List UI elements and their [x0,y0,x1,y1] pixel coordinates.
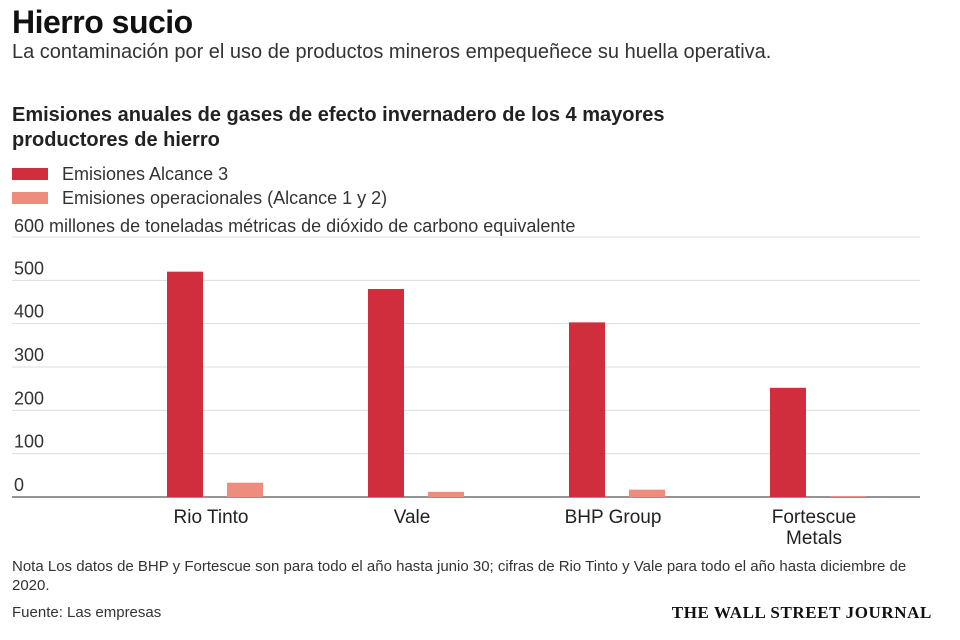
bar-operational [830,496,866,497]
bar-scope3 [770,387,806,497]
y-tick-label: 300 [14,345,44,365]
page-title: Hierro sucio [12,4,193,40]
y-tick-label: 200 [14,388,44,408]
y-tick-label: 500 [14,258,44,278]
source-text: Fuente: Las empresas [12,604,162,621]
bars [167,271,866,497]
bar-operational [629,489,665,497]
legend-item-scope3: Emisiones Alcance 3 [12,162,387,186]
bar-scope3 [569,322,605,497]
x-tick-label: Metals [786,528,842,549]
x-tick-label: Vale [394,507,431,528]
y-tick-label: 100 [14,432,44,452]
bar-chart: 600 millones de toneladas métricas de di… [12,216,920,549]
legend-label-operational: Emisiones operacionales (Alcance 1 y 2) [62,187,388,208]
legend-item-operational: Emisiones operacionales (Alcance 1 y 2) [12,186,387,210]
x-tick-label: Fortescue [772,507,856,528]
y-axis-ticks: 0 100 200 300 400 500 [14,258,44,495]
y-tick-label: 0 [14,475,24,495]
y-tick-label: 400 [14,302,44,322]
x-tick-label: Rio Tinto [174,507,249,528]
legend-swatch-scope3 [12,168,48,180]
footnote: Nota Los datos de BHP y Fortescue son pa… [12,558,907,594]
y-axis-label: 600 millones de toneladas métricas de di… [14,216,575,236]
bar-operational [428,491,464,497]
page-subtitle: La contaminación por el uso de productos… [12,41,772,63]
chart-title: Emisiones anuales de gases de efecto inv… [12,104,665,151]
grid-lines [12,236,920,498]
publisher-logo: THE WALL STREET JOURNAL [671,603,932,622]
bar-scope3 [167,271,203,497]
legend-label-scope3: Emisiones Alcance 3 [62,163,229,184]
chart-legend: Emisiones Alcance 3 Emisiones operaciona… [12,162,387,210]
bar-operational [227,482,263,497]
bar-scope3 [368,289,404,497]
legend-swatch-operational [12,192,48,204]
x-tick-label: BHP Group [565,507,662,528]
